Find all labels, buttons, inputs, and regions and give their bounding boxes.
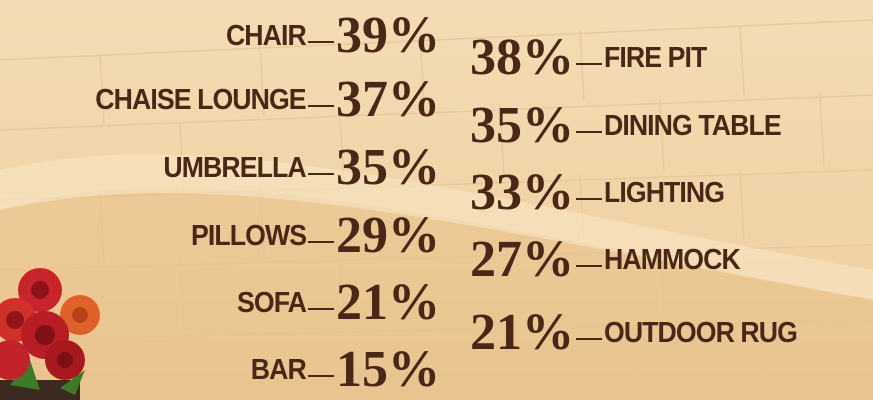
- item-row: SOFA 21%: [231, 277, 440, 329]
- item-row: CHAIR 39%: [219, 10, 440, 62]
- item-label: FIRE PIT: [604, 42, 706, 75]
- item-percent: 35%: [336, 142, 440, 194]
- infographic: CHAIR 39% CHAISE LOUNGE 37% UMBRELLA 35% PILLO…: [0, 0, 873, 400]
- item-label: SOFA: [237, 287, 306, 320]
- item-row: BAR 15%: [246, 344, 440, 396]
- item-percent: 21%: [336, 277, 440, 329]
- item-row: 21% OUTDOOR RUG: [470, 307, 814, 359]
- dash: [576, 131, 602, 133]
- item-percent: 33%: [470, 167, 574, 219]
- item-label: UMBRELLA: [164, 152, 306, 185]
- item-row: PILLOWS 29%: [181, 210, 440, 262]
- item-row: 33% LIGHTING: [470, 167, 735, 219]
- item-label: BAR: [251, 354, 306, 387]
- item-label: CHAISE LOUNGE: [96, 84, 306, 117]
- dash: [576, 265, 602, 267]
- item-label: HAMMOCK: [604, 244, 740, 277]
- item-row: 35% DINING TABLE: [470, 100, 796, 152]
- item-label: CHAIR: [226, 20, 306, 53]
- dash: [576, 63, 602, 65]
- item-label: OUTDOOR RUG: [604, 317, 797, 350]
- item-percent: 15%: [336, 344, 440, 396]
- item-row: 38% FIRE PIT: [470, 32, 715, 84]
- item-percent: 35%: [470, 100, 574, 152]
- dash: [308, 241, 334, 243]
- item-label: LIGHTING: [604, 177, 724, 210]
- item-percent: 38%: [470, 32, 574, 84]
- dash: [308, 105, 334, 107]
- dash: [308, 375, 334, 377]
- dash: [576, 198, 602, 200]
- item-percent: 37%: [336, 74, 440, 126]
- item-row: 27% HAMMOCK: [470, 234, 752, 286]
- dash: [308, 173, 334, 175]
- item-percent: 27%: [470, 234, 574, 286]
- item-percent: 21%: [470, 307, 574, 359]
- dash: [308, 308, 334, 310]
- dash: [576, 338, 602, 340]
- item-percent: 39%: [336, 10, 440, 62]
- item-percent: 29%: [336, 210, 440, 262]
- item-label: PILLOWS: [191, 220, 306, 253]
- dash: [308, 41, 334, 43]
- item-row: CHAISE LOUNGE 37%: [77, 74, 440, 126]
- item-label: DINING TABLE: [604, 110, 781, 143]
- item-row: UMBRELLA 35%: [151, 142, 440, 194]
